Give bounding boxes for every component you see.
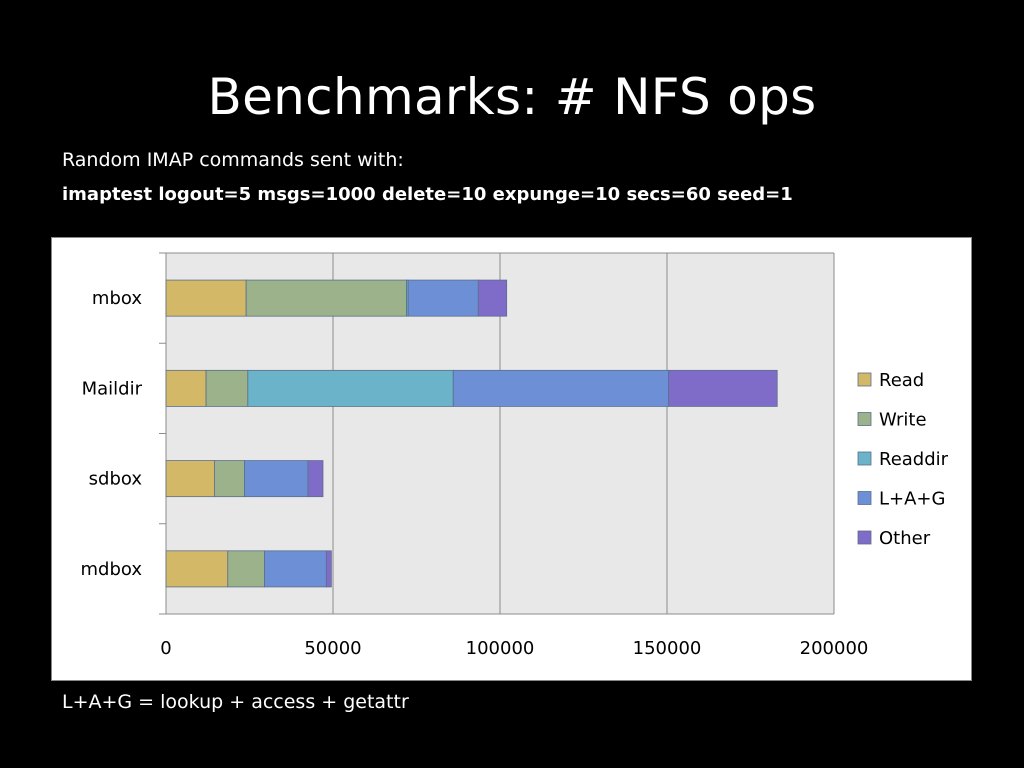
bar-segment-write bbox=[227, 550, 265, 588]
legend-label: Read bbox=[879, 370, 924, 391]
bar-segment-readdir bbox=[247, 369, 454, 407]
bar-segment-write bbox=[245, 279, 407, 317]
category-label: mdbox bbox=[81, 559, 143, 580]
legend-label: Readdir bbox=[879, 449, 949, 470]
bar-segment-l-a-g bbox=[264, 550, 327, 588]
legend-swatch bbox=[857, 491, 872, 505]
x-tick-label: 150000 bbox=[633, 638, 702, 659]
subtitle-line-1: Random IMAP commands sent with: bbox=[62, 149, 404, 171]
legend-swatch bbox=[857, 412, 872, 426]
category-label: mbox bbox=[92, 288, 142, 309]
legend-swatch bbox=[857, 530, 872, 545]
bar-segment-l-a-g bbox=[244, 460, 309, 498]
bar-segment-l-a-g bbox=[452, 369, 670, 407]
x-tick-label: 50000 bbox=[304, 638, 361, 659]
bar-segment-l-a-g bbox=[407, 279, 479, 317]
bar-segment-write bbox=[205, 369, 249, 407]
bar-segment-other bbox=[325, 550, 332, 588]
category-label: Maildir bbox=[82, 378, 143, 399]
x-tick-label: 0 bbox=[160, 638, 171, 659]
category-label: sdbox bbox=[89, 469, 143, 490]
x-tick-label: 200000 bbox=[800, 638, 869, 659]
bar-segment-read bbox=[165, 279, 247, 317]
chart-container: mbox Maildir sdbox mdbox 0 50000 100000 150000 2… bbox=[51, 237, 972, 681]
stacked-bar-chart: mbox Maildir sdbox mdbox 0 50000 100000 150000 2… bbox=[81, 252, 949, 659]
bar-segment-other bbox=[307, 460, 324, 498]
bar-segment-write bbox=[214, 460, 245, 498]
legend-swatch bbox=[857, 372, 872, 387]
bar-segment-read bbox=[165, 369, 207, 407]
slide-title: Benchmarks: # NFS ops bbox=[207, 68, 817, 126]
bar-segment-other bbox=[668, 369, 778, 407]
legend-label: Other bbox=[879, 528, 931, 549]
footnote: L+A+G = lookup + access + getattr bbox=[62, 691, 409, 713]
legend-swatch bbox=[857, 451, 872, 466]
bar-segment-other bbox=[477, 279, 508, 317]
bar-segment-read bbox=[165, 550, 229, 588]
x-tick-label: 100000 bbox=[466, 638, 535, 659]
subtitle-command: imaptest logout=5 msgs=1000 delete=10 ex… bbox=[62, 184, 793, 205]
bar-segment-read bbox=[165, 460, 215, 498]
legend-label: L+A+G bbox=[879, 489, 945, 510]
legend-label: Write bbox=[879, 410, 927, 431]
